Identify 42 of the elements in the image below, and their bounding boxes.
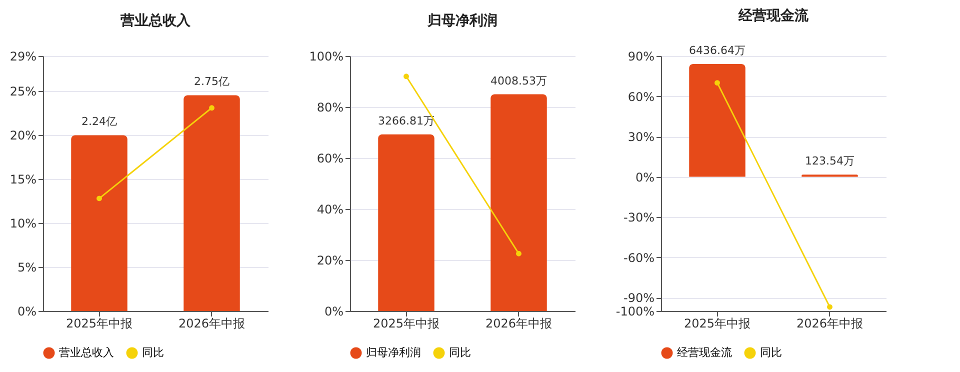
y-tick-label: 20%: [316, 254, 344, 268]
legend-label: 经营现金流: [677, 346, 732, 359]
x-tick-label: 2026年中报: [485, 316, 552, 330]
x-tick-label: 2025年中报: [66, 316, 133, 330]
y-tick-label: 80%: [316, 100, 344, 114]
legend-label: 营业总收入: [59, 346, 114, 359]
y-tick-label: 15%: [10, 172, 36, 187]
y-tick-label: -30%: [623, 210, 654, 225]
legend-label: 同比: [449, 346, 471, 359]
chart-title: 经营现金流: [738, 7, 810, 24]
legend-label: 归母净利润: [366, 346, 421, 359]
y-tick-label: 90%: [628, 50, 654, 64]
y-tick-label: 60%: [316, 152, 344, 166]
x-tick-label: 2026年中报: [178, 316, 246, 330]
y-tick-label: 100%: [309, 50, 344, 64]
data-label: 3266.81万: [378, 114, 434, 128]
y-tick-label: 5%: [17, 260, 36, 275]
legend-label: 同比: [760, 346, 782, 359]
data-label: 6436.64万: [689, 44, 746, 58]
x-tick-label: 2025年中报: [372, 316, 440, 330]
y-tick-label: -100%: [616, 304, 654, 318]
y-tick-label: 60%: [628, 90, 654, 104]
y-tick-label: 0%: [635, 170, 654, 184]
y-tick-label: 0%: [324, 304, 344, 318]
y-tick-label: 20%: [10, 128, 36, 143]
data-label: 123.54万: [805, 154, 854, 168]
y-tick-label: 30%: [628, 130, 654, 144]
chart-title: 营业总收入: [120, 13, 192, 29]
y-tick-label: -60%: [623, 250, 654, 265]
x-tick-label: 2025年中报: [684, 316, 751, 330]
data-label: 4008.53万: [490, 74, 547, 88]
y-tick-label: 29%: [10, 50, 36, 64]
legend-label: 同比: [142, 346, 164, 359]
chart-title: 归母净利润: [426, 12, 498, 29]
y-tick-label: 0%: [17, 304, 36, 318]
y-tick-label: -90%: [623, 291, 654, 306]
y-tick-label: 25%: [10, 84, 36, 99]
data-label: 2.24亿: [82, 115, 117, 128]
y-tick-label: 40%: [316, 202, 344, 216]
y-tick-label: 10%: [10, 216, 36, 231]
data-label: 2.75亿: [194, 75, 230, 88]
x-tick-label: 2026年中报: [796, 316, 864, 330]
